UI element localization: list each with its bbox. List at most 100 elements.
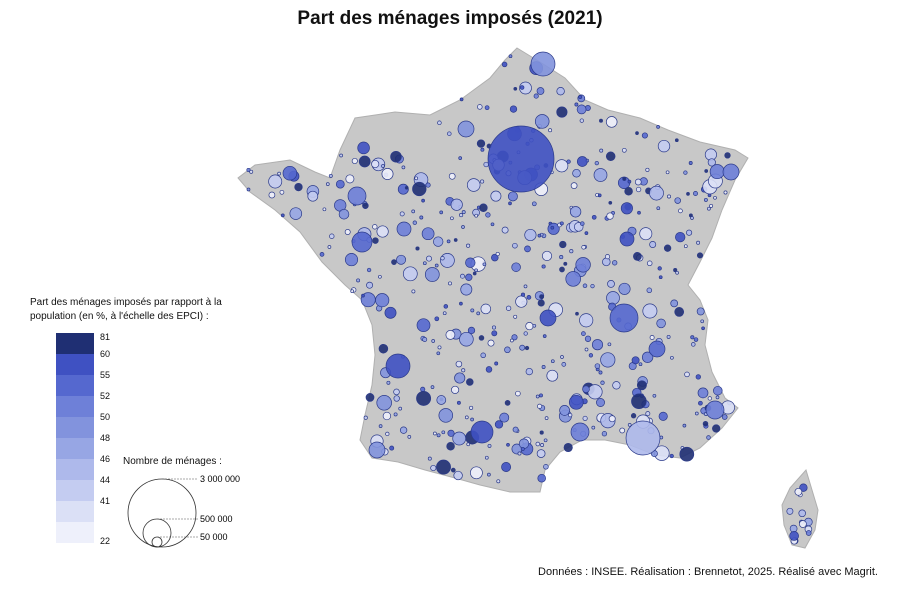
epci-circle bbox=[512, 426, 519, 433]
scale-cell-3 bbox=[56, 396, 94, 417]
epci-circle bbox=[523, 331, 528, 336]
epci-circle bbox=[338, 208, 350, 220]
epci-circle bbox=[704, 169, 709, 173]
epci-circle bbox=[789, 524, 798, 533]
epci-circle bbox=[599, 118, 603, 123]
city-circle-lyon bbox=[609, 303, 639, 333]
epci-circle bbox=[480, 147, 485, 152]
epci-circle bbox=[618, 282, 631, 295]
epci-circle bbox=[430, 385, 435, 389]
scale-cell-0 bbox=[56, 333, 94, 354]
epci-circle bbox=[638, 362, 643, 367]
epci-circle bbox=[600, 352, 616, 368]
epci-circle bbox=[460, 273, 465, 279]
epci-circle bbox=[563, 261, 568, 266]
epci-circle bbox=[450, 467, 456, 473]
epci-circle bbox=[467, 326, 476, 335]
epci-circle bbox=[696, 307, 705, 316]
epci-circle bbox=[465, 257, 476, 268]
epci-circle bbox=[483, 161, 489, 168]
city-circle-paris bbox=[487, 125, 555, 193]
epci-circle bbox=[451, 385, 460, 394]
epci-circle bbox=[523, 284, 528, 289]
epci-circle bbox=[576, 156, 588, 167]
epci-circle bbox=[656, 125, 660, 129]
epci-circle bbox=[246, 167, 251, 173]
scale-cell-6 bbox=[56, 459, 94, 480]
epci-circle bbox=[579, 313, 594, 328]
scale-cell-1 bbox=[56, 354, 94, 375]
epci-circle bbox=[630, 413, 637, 419]
epci-circle bbox=[478, 335, 485, 341]
epci-circle bbox=[504, 400, 511, 406]
epci-circle bbox=[591, 339, 604, 351]
epci-circle bbox=[319, 252, 325, 257]
epci-circle bbox=[713, 195, 717, 200]
epci-circle bbox=[560, 355, 564, 359]
scale-label-8: 41 bbox=[100, 496, 111, 506]
epci-circle bbox=[412, 220, 417, 225]
city-circle-bordeaux bbox=[385, 353, 411, 379]
epci-circle bbox=[575, 257, 591, 273]
epci-circle bbox=[335, 179, 345, 189]
epci-circle bbox=[396, 254, 407, 265]
epci-circle bbox=[688, 161, 693, 165]
epci-circle bbox=[470, 466, 483, 480]
epci-circle bbox=[382, 411, 392, 421]
epci-circle bbox=[378, 424, 383, 428]
epci-circle bbox=[712, 424, 721, 433]
epci-circle bbox=[682, 423, 687, 428]
epci-circle bbox=[399, 426, 408, 434]
city-circle-nantes bbox=[351, 231, 373, 253]
epci-circle bbox=[482, 262, 487, 267]
epci-circle bbox=[491, 325, 497, 330]
epci-circle bbox=[480, 352, 486, 359]
epci-circle bbox=[279, 189, 285, 195]
epci-circle bbox=[584, 335, 592, 342]
scale-cell-4 bbox=[56, 417, 94, 438]
epci-circle bbox=[391, 259, 397, 265]
epci-circle bbox=[356, 278, 361, 283]
epci-circle bbox=[494, 361, 499, 366]
epci-circle bbox=[455, 360, 463, 368]
epci-circle bbox=[393, 395, 400, 402]
epci-circle bbox=[495, 251, 500, 257]
epci-circle bbox=[511, 334, 518, 341]
epci-circle bbox=[376, 225, 389, 238]
epci-circle bbox=[469, 405, 474, 410]
epci-circle bbox=[696, 252, 704, 259]
epci-circle bbox=[508, 201, 512, 206]
epci-circle bbox=[430, 464, 437, 472]
epci-circle bbox=[381, 168, 394, 180]
epci-circle bbox=[466, 243, 471, 248]
epci-circle bbox=[328, 173, 333, 178]
epci-circle bbox=[794, 487, 803, 496]
scale-label-7: 44 bbox=[100, 475, 111, 485]
epci-circle bbox=[700, 319, 705, 324]
epci-circle bbox=[440, 256, 445, 261]
epci-circle bbox=[480, 303, 492, 315]
epci-circle bbox=[670, 299, 679, 308]
epci-circle bbox=[487, 472, 491, 477]
epci-circle bbox=[621, 147, 627, 153]
epci-circle bbox=[386, 380, 391, 385]
epci-circle bbox=[404, 185, 409, 190]
epci-circle bbox=[524, 228, 537, 242]
epci-circle bbox=[639, 227, 653, 241]
scale-cell-5 bbox=[56, 438, 94, 459]
epci-circle bbox=[574, 102, 579, 107]
epci-circle bbox=[658, 411, 668, 421]
epci-circle bbox=[419, 215, 424, 220]
epci-circle bbox=[466, 378, 474, 386]
epci-circle bbox=[439, 210, 444, 215]
epci-circle bbox=[358, 155, 371, 168]
epci-circle bbox=[608, 200, 613, 205]
epci-circle bbox=[636, 380, 647, 391]
epci-circle bbox=[709, 203, 714, 208]
epci-circle bbox=[446, 442, 455, 451]
epci-circle bbox=[582, 415, 588, 421]
epci-circle bbox=[544, 416, 549, 420]
epci-circle bbox=[555, 159, 569, 173]
epci-circle bbox=[570, 182, 578, 189]
epci-circle bbox=[437, 120, 442, 126]
